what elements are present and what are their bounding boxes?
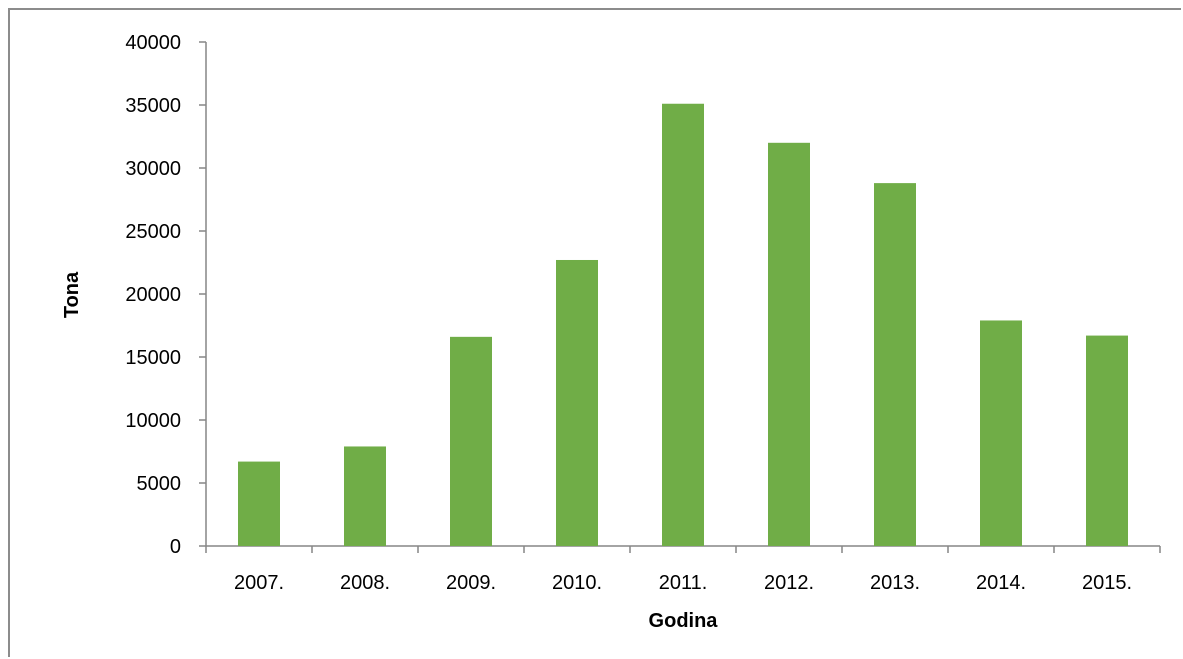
y-tick-label: 15000 xyxy=(125,347,181,369)
bar xyxy=(662,103,704,547)
x-tick-label: 2015. xyxy=(1082,572,1132,594)
y-axis: 0 5000 10000 15000 20000 25000 30000 35000 40000 xyxy=(125,32,207,558)
x-axis: 2007. 2008. 2009. 2010. 2011. 2012. 2013. 2014.… xyxy=(205,545,1161,594)
bar xyxy=(238,461,280,546)
bar xyxy=(344,446,386,546)
y-tick-label: 10000 xyxy=(125,410,181,432)
x-tick-label: 2012. xyxy=(764,572,814,594)
x-tick-label: 2013. xyxy=(870,572,920,594)
bars xyxy=(238,103,1128,547)
bar xyxy=(980,320,1022,546)
x-tick-label: 2010. xyxy=(552,572,602,594)
bar xyxy=(874,183,916,546)
x-tick-label: 2009. xyxy=(446,572,496,594)
bar xyxy=(768,142,810,547)
y-tick-label: 25000 xyxy=(125,221,181,243)
y-tick-label: 30000 xyxy=(125,158,181,180)
y-tick-label: 5000 xyxy=(137,473,182,495)
x-tick-label: 2011. xyxy=(659,572,708,594)
y-tick-label: 40000 xyxy=(125,32,181,54)
bar xyxy=(1086,335,1128,546)
x-tick-label: 2007. xyxy=(234,572,284,594)
y-tick-label: 0 xyxy=(170,536,181,558)
x-tick-label: 2008. xyxy=(340,572,390,594)
bar xyxy=(450,336,492,546)
y-axis-title: Tona xyxy=(61,271,83,318)
y-tick-label: 35000 xyxy=(125,95,181,117)
bar xyxy=(556,259,598,546)
y-tick-label: 20000 xyxy=(125,284,181,306)
x-axis-title: Godina xyxy=(649,610,719,632)
x-tick-label: 2014. xyxy=(976,572,1026,594)
